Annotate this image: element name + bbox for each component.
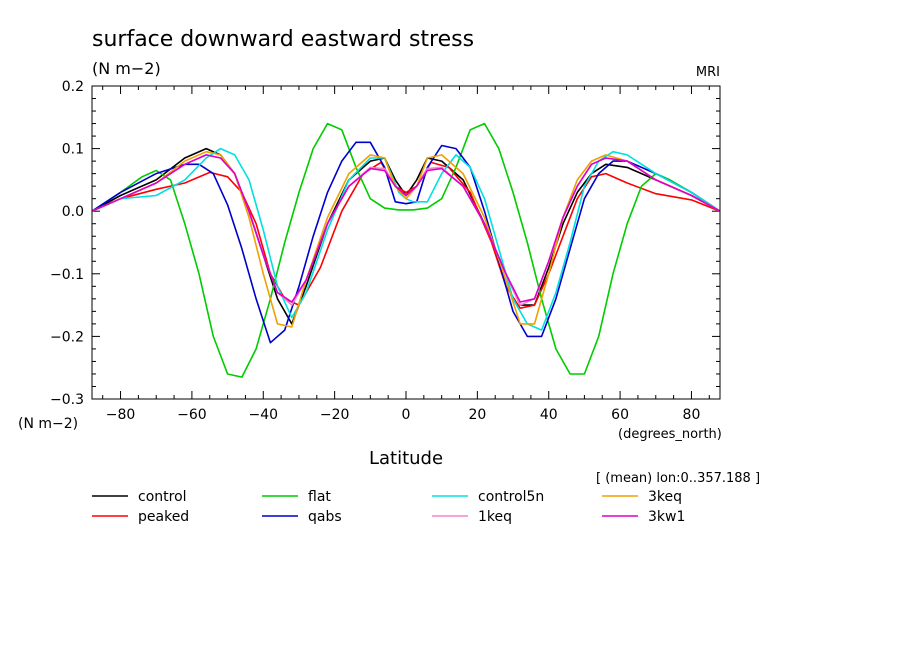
legend-label-flat: flat: [308, 489, 331, 505]
legend-label-peaked: peaked: [138, 509, 189, 525]
x-tick-label: 60: [611, 407, 629, 423]
plot-lines: [91, 122, 721, 378]
y-tick-label: 0.2: [62, 79, 84, 95]
x-tick-label: 20: [468, 407, 486, 423]
x-tick-label: 40: [540, 407, 558, 423]
legend-label-control5n: control5n: [478, 489, 544, 505]
axis-ticks: [92, 85, 720, 400]
y-units-label: (N m−2): [18, 416, 78, 432]
source-label: MRI: [696, 65, 720, 80]
x-tick-label: 80: [683, 407, 701, 423]
series-line-peaked: [91, 161, 721, 310]
legend-label-3kw1: 3kw1: [648, 509, 685, 525]
series-line-3kw1: [91, 154, 721, 303]
y-tick-label: −0.2: [50, 329, 84, 345]
legend-label-1keq: 1keq: [478, 509, 512, 525]
legend-label-control: control: [138, 489, 187, 505]
x-units-label: (degrees_north): [618, 427, 722, 442]
y-tick-label: −0.3: [50, 392, 84, 408]
x-tick-label: −20: [320, 407, 350, 423]
series-line-control5n: [91, 147, 721, 331]
series-line-qabs: [91, 141, 721, 344]
tick-labels: −80 −60 −40 −20 0 20 40 60 80 −0.3 −0.2 −0.1 0.0 0.1 0…: [50, 79, 700, 423]
x-axis-title: Latitude: [369, 448, 443, 469]
chart-units: (N m−2): [92, 59, 161, 78]
x-tick-label: 0: [402, 407, 411, 423]
y-tick-label: 0.1: [62, 142, 84, 158]
chart-title: surface downward eastward stress: [92, 27, 474, 52]
x-tick-label: −40: [248, 407, 278, 423]
x-tick-label: −80: [106, 407, 136, 423]
legend-label-3keq: 3keq: [648, 489, 682, 505]
legend: control flat control5n 3keq peaked qabs 1keq 3k…: [92, 489, 685, 525]
legend-label-qabs: qabs: [308, 509, 342, 525]
series-line-flat: [91, 122, 721, 378]
y-tick-label: −0.1: [50, 267, 84, 283]
x-tick-label: −60: [177, 407, 207, 423]
mean-note: [ (mean) lon:0..357.188 ]: [596, 471, 760, 486]
series-line-control: [91, 147, 721, 325]
plot-frame: [91, 85, 721, 400]
y-tick-label: 0.0: [62, 204, 84, 220]
